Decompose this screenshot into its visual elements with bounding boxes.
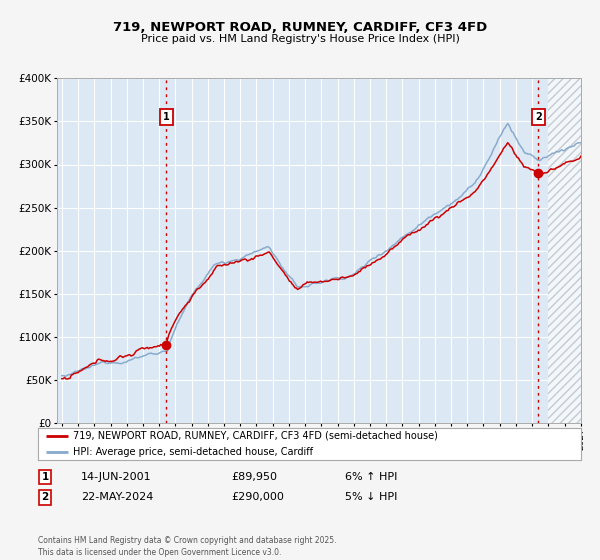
Text: 2: 2 <box>535 112 542 122</box>
Text: £89,950: £89,950 <box>231 472 277 482</box>
Text: 6% ↑ HPI: 6% ↑ HPI <box>345 472 397 482</box>
Text: Price paid vs. HM Land Registry's House Price Index (HPI): Price paid vs. HM Land Registry's House … <box>140 34 460 44</box>
Text: 22-MAY-2024: 22-MAY-2024 <box>81 492 154 502</box>
Text: 14-JUN-2001: 14-JUN-2001 <box>81 472 152 482</box>
Text: 719, NEWPORT ROAD, RUMNEY, CARDIFF, CF3 4FD (semi-detached house): 719, NEWPORT ROAD, RUMNEY, CARDIFF, CF3 … <box>73 431 438 441</box>
Text: Contains HM Land Registry data © Crown copyright and database right 2025.
This d: Contains HM Land Registry data © Crown c… <box>38 536 337 557</box>
Text: 1: 1 <box>163 112 170 122</box>
Text: HPI: Average price, semi-detached house, Cardiff: HPI: Average price, semi-detached house,… <box>73 447 313 457</box>
Bar <box>548 78 589 423</box>
Text: 2: 2 <box>41 492 49 502</box>
Bar <box>548 78 589 423</box>
Text: 5% ↓ HPI: 5% ↓ HPI <box>345 492 397 502</box>
Text: 1: 1 <box>41 472 49 482</box>
Text: £290,000: £290,000 <box>231 492 284 502</box>
Text: 719, NEWPORT ROAD, RUMNEY, CARDIFF, CF3 4FD: 719, NEWPORT ROAD, RUMNEY, CARDIFF, CF3 … <box>113 21 487 34</box>
